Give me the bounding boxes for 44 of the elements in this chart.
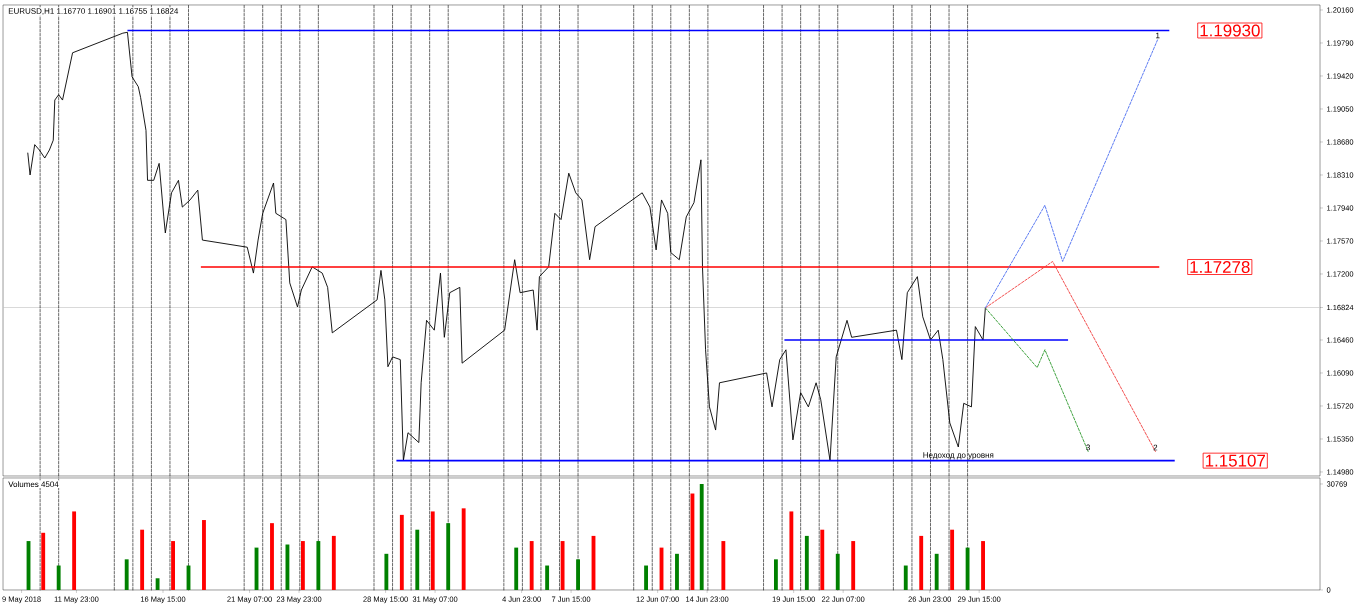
- bar: [981, 541, 985, 590]
- bar: [934, 553, 939, 590]
- bar: [171, 541, 175, 590]
- bar: [56, 565, 61, 590]
- bar: [789, 511, 794, 590]
- bar: [270, 523, 274, 590]
- bar: [804, 535, 809, 590]
- bar: [461, 508, 466, 590]
- bar: [820, 529, 825, 590]
- bar: [773, 559, 778, 590]
- bar: [699, 483, 704, 590]
- bar: [331, 535, 336, 590]
- bar: [384, 553, 389, 590]
- bar: [965, 547, 970, 590]
- bar: [399, 514, 404, 590]
- bar: [300, 541, 305, 590]
- bar: [675, 553, 679, 590]
- bar: [41, 532, 46, 590]
- bar: [415, 529, 420, 590]
- bar: [576, 559, 580, 590]
- bar: [835, 553, 840, 590]
- bar: [560, 541, 565, 590]
- bar: [202, 520, 206, 590]
- series-label: 1.15107: [1205, 454, 1265, 467]
- bar: [903, 565, 908, 590]
- bar: [950, 529, 955, 590]
- bar: [721, 541, 726, 590]
- line-series: [984, 38, 1159, 309]
- bar: [140, 529, 145, 590]
- bar: [446, 523, 451, 590]
- bar: [430, 511, 435, 590]
- bar: [155, 578, 160, 590]
- bar: [545, 565, 550, 590]
- bar: [919, 535, 924, 590]
- series-label: 1.19930: [1200, 24, 1260, 37]
- bar: [514, 547, 519, 590]
- bar: [529, 541, 534, 590]
- line-series: [984, 307, 1089, 452]
- bar: [316, 541, 321, 590]
- bar: [851, 541, 856, 590]
- bar: [644, 565, 648, 590]
- bar: [124, 559, 129, 590]
- series-label: 1.17278: [1190, 261, 1250, 274]
- bar: [72, 511, 77, 590]
